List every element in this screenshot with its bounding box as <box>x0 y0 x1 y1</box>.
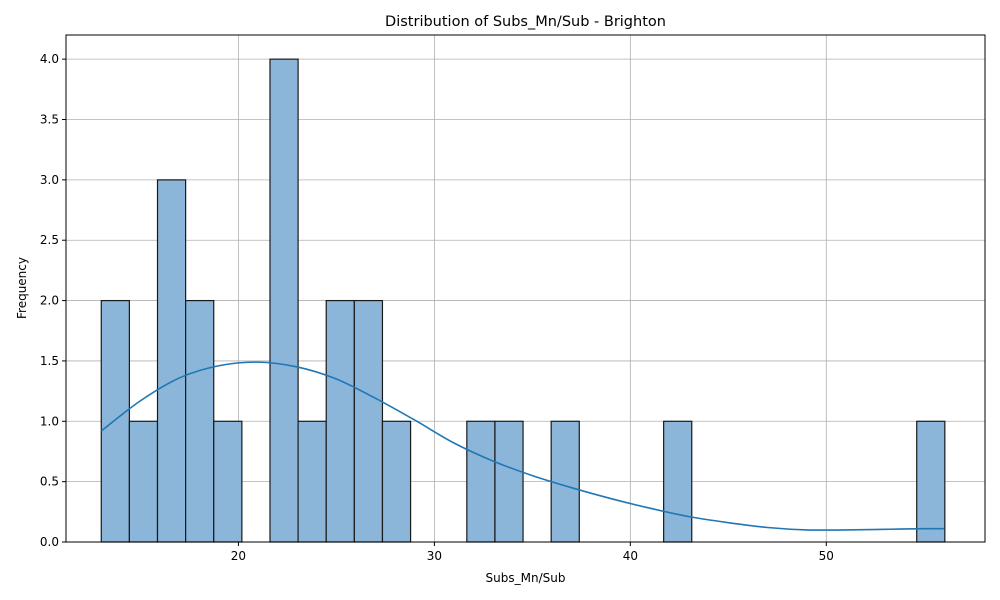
axis-ticks: 20 30 40 50 0.0 0.5 1.0 1.5 2.0 2.5 3.0 3.5 4.0 <box>40 52 834 563</box>
x-tick-label: 50 <box>819 549 834 563</box>
y-tick-label: 2.5 <box>40 233 59 247</box>
y-tick-label: 1.0 <box>40 414 59 428</box>
chart-title: Distribution of Subs_Mn/Sub - Brighton <box>385 14 666 30</box>
histogram-bar <box>100 299 130 543</box>
y-tick-label: 0.5 <box>40 475 59 489</box>
y-tick-label: 3.5 <box>40 113 59 127</box>
x-tick-label: 40 <box>623 549 638 563</box>
x-axis-label: Subs_Mn/Sub <box>486 571 566 585</box>
kde-curve-layer <box>100 361 944 531</box>
plot-area-frame <box>65 34 986 543</box>
y-axis-label: Frequency <box>15 257 29 319</box>
histogram-bar <box>494 420 524 543</box>
histogram-bar <box>269 58 299 543</box>
histogram-bar <box>466 420 496 543</box>
histogram-bar <box>916 420 946 543</box>
histogram-bars <box>100 58 946 543</box>
histogram-bar <box>663 420 693 543</box>
histogram-bar <box>353 299 384 543</box>
histogram-bar <box>297 420 327 543</box>
histogram-bar <box>128 420 159 543</box>
histogram-bar <box>381 420 412 543</box>
x-tick-label: 30 <box>427 549 442 563</box>
y-tick-label: 1.5 <box>40 354 59 368</box>
histogram-bar <box>213 420 243 543</box>
histogram-bar <box>550 420 580 543</box>
y-tick-label: 3.0 <box>40 173 59 187</box>
y-tick-label: 2.0 <box>40 294 59 308</box>
kde-curve <box>100 361 944 531</box>
histogram-bar <box>325 299 355 543</box>
x-tick-label: 20 <box>231 549 246 563</box>
y-tick-label: 4.0 <box>40 52 59 66</box>
histogram-bar <box>185 299 215 543</box>
y-tick-label: 0.0 <box>40 535 59 549</box>
histogram-bar <box>156 179 187 543</box>
